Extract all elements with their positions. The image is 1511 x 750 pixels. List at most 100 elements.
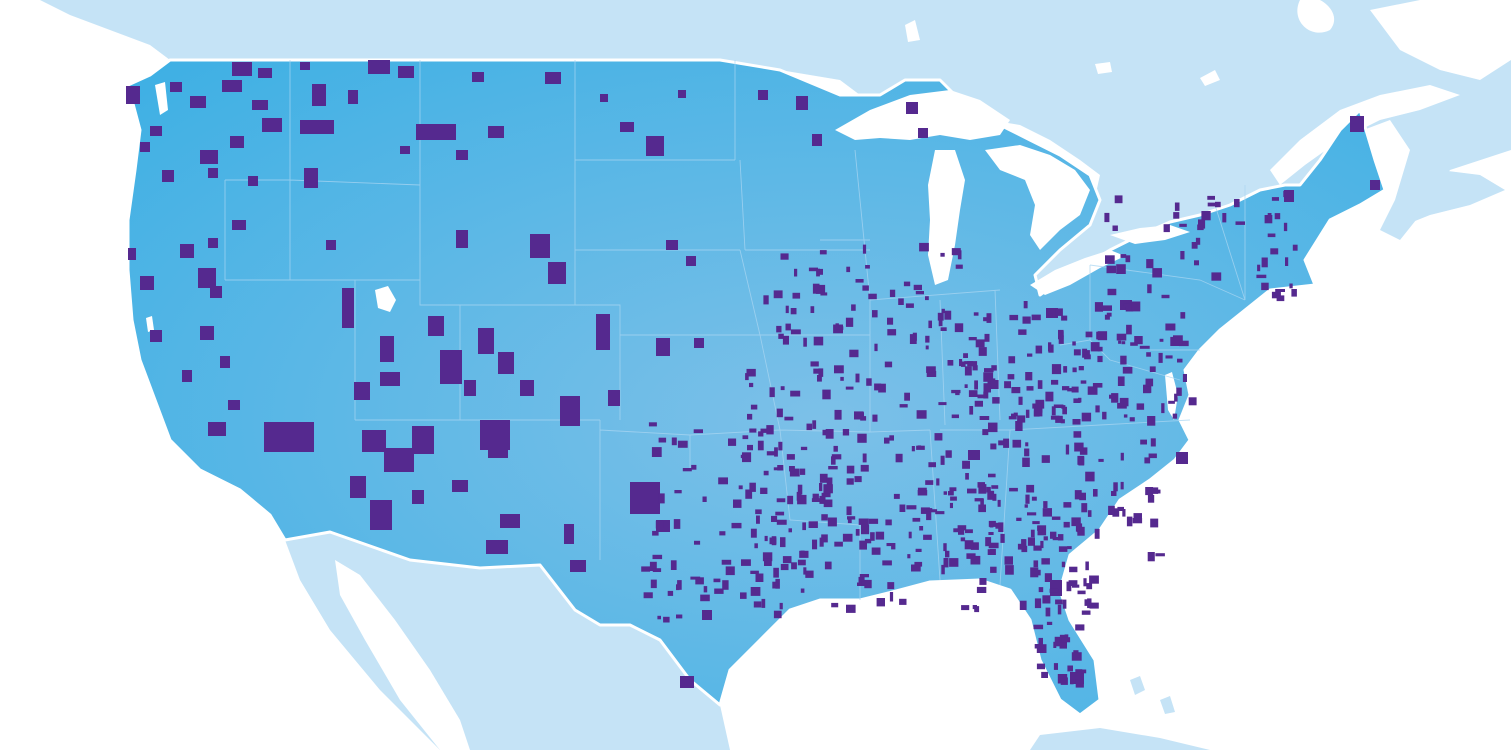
highlighted-county bbox=[1026, 386, 1034, 391]
highlighted-county bbox=[1058, 546, 1068, 552]
highlighted-county bbox=[1049, 588, 1059, 593]
highlighted-county bbox=[986, 486, 991, 493]
highlighted-county bbox=[915, 548, 922, 552]
highlighted-county bbox=[1079, 492, 1086, 501]
highlighted-county bbox=[1035, 345, 1043, 354]
highlighted-county bbox=[208, 168, 218, 178]
highlighted-county bbox=[1003, 438, 1010, 448]
highlighted-county bbox=[763, 295, 769, 305]
highlighted-county bbox=[884, 361, 893, 368]
highlighted-county bbox=[326, 240, 336, 250]
highlighted-county bbox=[694, 338, 704, 348]
highlighted-county bbox=[150, 126, 162, 136]
highlighted-county bbox=[860, 464, 869, 472]
highlighted-county bbox=[232, 62, 252, 76]
highlighted-county bbox=[488, 442, 508, 458]
highlighted-county bbox=[1075, 679, 1084, 688]
highlighted-county bbox=[1021, 539, 1027, 547]
highlighted-county bbox=[784, 416, 794, 421]
highlighted-county bbox=[1172, 413, 1178, 419]
highlighted-county bbox=[810, 306, 815, 313]
highlighted-county bbox=[776, 498, 786, 503]
highlighted-county bbox=[1098, 458, 1104, 462]
state-borders bbox=[224, 60, 1246, 600]
highlighted-county bbox=[198, 268, 216, 288]
highlighted-county bbox=[886, 543, 895, 547]
highlighted-county bbox=[1165, 355, 1173, 359]
highlighted-county bbox=[776, 408, 783, 418]
highlighted-county bbox=[955, 390, 960, 396]
highlighted-county bbox=[1120, 452, 1124, 461]
highlighted-county bbox=[1073, 398, 1081, 403]
highlighted-county bbox=[1046, 621, 1053, 625]
highlighted-county bbox=[974, 380, 978, 390]
highlighted-county bbox=[1046, 308, 1058, 318]
highlighted-county bbox=[1031, 496, 1037, 501]
highlighted-county bbox=[957, 525, 967, 531]
highlighted-county bbox=[1037, 380, 1043, 389]
highlighted-county bbox=[958, 528, 965, 535]
highlighted-county bbox=[1008, 356, 1016, 364]
highlighted-county bbox=[847, 517, 852, 524]
highlighted-county bbox=[813, 336, 824, 346]
highlighted-county bbox=[1180, 312, 1186, 319]
highlighted-county bbox=[1024, 504, 1028, 508]
highlighted-county bbox=[548, 262, 566, 284]
highlighted-county bbox=[983, 317, 987, 322]
highlighted-county bbox=[643, 592, 653, 599]
highlighted-county bbox=[126, 86, 140, 104]
highlighted-county bbox=[362, 430, 386, 452]
highlighted-county bbox=[1031, 314, 1041, 321]
highlighted-county bbox=[984, 333, 990, 342]
highlighted-county bbox=[1174, 393, 1178, 402]
highlighted-county bbox=[823, 484, 833, 494]
highlighted-county bbox=[478, 328, 494, 354]
highlighted-county bbox=[1070, 679, 1074, 685]
highlighted-county bbox=[1158, 352, 1163, 363]
highlighted-county bbox=[741, 559, 751, 566]
highlighted-county bbox=[864, 579, 872, 589]
highlighted-county bbox=[1011, 387, 1021, 394]
highlighted-county bbox=[1062, 386, 1070, 391]
highlighted-county bbox=[718, 477, 728, 485]
highlighted-county bbox=[264, 422, 314, 452]
highlighted-county bbox=[949, 558, 959, 567]
highlighted-county bbox=[764, 558, 772, 566]
highlighted-county bbox=[222, 80, 242, 92]
highlighted-county bbox=[779, 602, 783, 610]
highlighted-county bbox=[773, 610, 782, 619]
highlighted-county bbox=[790, 329, 801, 335]
highlighted-county bbox=[721, 559, 732, 565]
highlighted-county bbox=[312, 84, 326, 106]
highlighted-county bbox=[855, 279, 864, 283]
highlighted-county bbox=[1211, 272, 1222, 281]
highlighted-county bbox=[936, 478, 940, 486]
highlighted-county bbox=[915, 291, 924, 295]
highlighted-county bbox=[885, 519, 892, 526]
highlighted-county bbox=[840, 376, 844, 381]
highlighted-county bbox=[773, 567, 779, 578]
highlighted-county bbox=[1283, 222, 1288, 232]
highlighted-county bbox=[714, 588, 724, 594]
highlighted-county bbox=[772, 581, 777, 589]
highlighted-county bbox=[1104, 212, 1110, 223]
highlighted-county bbox=[997, 499, 1001, 507]
highlighted-county bbox=[846, 266, 851, 273]
highlighted-county bbox=[1188, 397, 1197, 406]
highlighted-county bbox=[220, 356, 230, 368]
highlighted-county bbox=[1033, 624, 1044, 630]
highlighted-county bbox=[1129, 417, 1135, 422]
highlighted-county bbox=[1079, 447, 1088, 455]
highlighted-county bbox=[1058, 329, 1064, 340]
highlighted-county bbox=[968, 450, 980, 460]
highlighted-county bbox=[808, 267, 818, 272]
highlighted-county bbox=[1109, 394, 1116, 399]
highlighted-county bbox=[1093, 489, 1098, 497]
highlighted-county bbox=[980, 498, 984, 509]
highlighted-county bbox=[725, 566, 735, 576]
highlighted-county bbox=[979, 578, 987, 585]
highlighted-county bbox=[428, 316, 444, 336]
highlighted-county bbox=[950, 496, 957, 501]
highlighted-county bbox=[941, 564, 945, 575]
highlighted-county bbox=[1123, 414, 1128, 418]
